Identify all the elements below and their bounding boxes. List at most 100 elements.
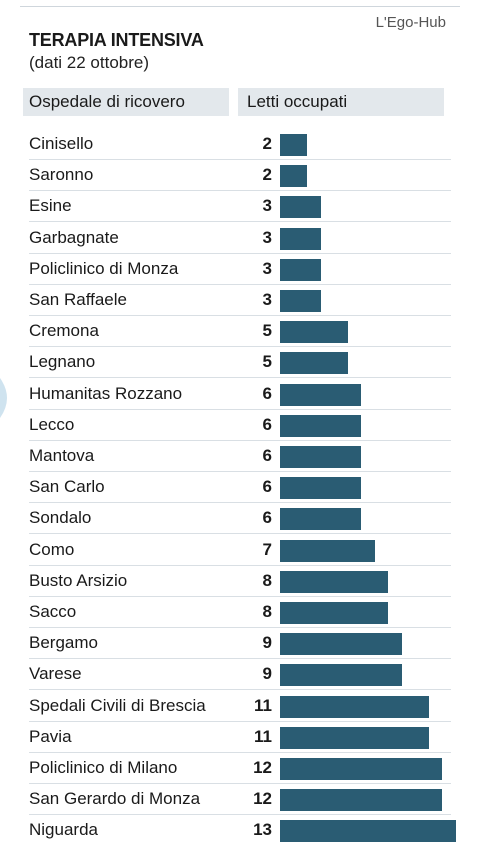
chart-row: Como 7 bbox=[0, 536, 480, 567]
category-label: San Gerardo di Monza bbox=[29, 789, 201, 809]
category-label: Busto Arsizio bbox=[29, 570, 128, 590]
chart-row: San Gerardo di Monza 12 bbox=[0, 785, 480, 816]
source-credit: L'Ego-Hub bbox=[375, 14, 446, 31]
bar bbox=[280, 789, 442, 812]
chart-row: Cremona 5 bbox=[0, 317, 480, 348]
decorative-edge-mark bbox=[0, 378, 7, 418]
category-label: San Carlo bbox=[29, 477, 105, 497]
value-label: 5 bbox=[262, 352, 272, 372]
row-divider bbox=[29, 783, 451, 784]
bar bbox=[280, 758, 442, 780]
category-label: Esine bbox=[29, 196, 72, 216]
category-label: Policlinico di Monza bbox=[29, 258, 179, 278]
category-label: Saronno bbox=[29, 165, 94, 185]
category-label: Legnano bbox=[29, 352, 96, 372]
column-header-hospital: Ospedale di ricovero bbox=[23, 88, 229, 116]
bar bbox=[280, 570, 388, 593]
category-label: Mantova bbox=[29, 446, 95, 465]
row-divider bbox=[29, 751, 451, 753]
chart-title: TERAPIA INTENSIVA bbox=[29, 30, 204, 50]
category-label: Sondalo bbox=[29, 508, 92, 528]
category-label: Varese bbox=[29, 664, 82, 684]
row-divider bbox=[29, 315, 451, 316]
row-divider bbox=[29, 221, 451, 223]
chart-row: Niguarda 13 bbox=[0, 816, 480, 847]
bar bbox=[280, 383, 361, 406]
value-label: 12 bbox=[253, 758, 272, 777]
value-label: 5 bbox=[262, 321, 272, 341]
value-label: 3 bbox=[262, 227, 272, 247]
bar bbox=[280, 477, 361, 500]
category-label: Como bbox=[29, 539, 75, 559]
chart-subtitle: (dati 22 ottobre) bbox=[29, 53, 150, 72]
value-label: 6 bbox=[262, 477, 272, 497]
bar bbox=[280, 446, 361, 468]
value-label: 3 bbox=[262, 258, 272, 278]
row-divider bbox=[29, 346, 451, 348]
bar bbox=[280, 352, 348, 375]
chart-row: Policlinico di Milano 12 bbox=[0, 754, 480, 785]
value-label: 6 bbox=[262, 508, 272, 528]
bar bbox=[280, 321, 348, 344]
value-label: 9 bbox=[262, 633, 272, 653]
bar bbox=[280, 539, 375, 562]
value-label: 11 bbox=[254, 726, 272, 746]
category-label: Bergamo bbox=[29, 633, 98, 653]
category-label: Garbagnate bbox=[29, 227, 119, 247]
bar bbox=[280, 196, 321, 219]
chart-row: Varese 9 bbox=[0, 660, 480, 691]
row-divider bbox=[29, 377, 451, 379]
bar bbox=[280, 602, 388, 624]
category-label: Pavia bbox=[29, 726, 72, 746]
row-divider bbox=[29, 252, 451, 254]
chart-row: San Raffaele 3 bbox=[0, 286, 480, 317]
chart-row: Humanitas Rozzano 6 bbox=[0, 380, 480, 411]
chart-row: Policlinico di Monza 3 bbox=[0, 255, 480, 286]
bar bbox=[280, 227, 321, 250]
bar bbox=[280, 508, 361, 531]
category-label: Cremona bbox=[29, 321, 99, 341]
category-label: San Raffaele bbox=[29, 290, 127, 309]
bar bbox=[280, 633, 402, 656]
row-divider bbox=[29, 471, 451, 472]
category-label: Niguarda bbox=[29, 820, 98, 840]
category-label: Lecco bbox=[29, 414, 75, 434]
value-label: 12 bbox=[253, 789, 272, 809]
bar bbox=[280, 414, 361, 437]
chart-row: Bergamo 9 bbox=[0, 629, 480, 660]
row-divider bbox=[29, 658, 451, 660]
value-label: 6 bbox=[262, 383, 272, 403]
chart-row: San Carlo 6 bbox=[0, 473, 480, 504]
row-divider bbox=[29, 814, 451, 816]
bar bbox=[280, 664, 402, 687]
row-divider bbox=[29, 283, 451, 285]
top-rule bbox=[20, 6, 460, 7]
category-label: Sacco bbox=[29, 602, 77, 621]
chart-row: Pavia 11 bbox=[0, 723, 480, 754]
row-divider bbox=[29, 439, 451, 441]
column-header-beds: Letti occupati bbox=[238, 88, 444, 116]
category-label: Policlinico di Milano bbox=[29, 758, 178, 777]
chart-row: Mantova 6 bbox=[0, 442, 480, 473]
chart-row: Esine 3 bbox=[0, 192, 480, 223]
value-label: 9 bbox=[262, 664, 272, 684]
bar bbox=[280, 290, 321, 312]
value-label: 2 bbox=[262, 134, 272, 153]
chart-row: Cinisello 2 bbox=[0, 130, 480, 161]
row-divider bbox=[29, 564, 451, 566]
row-divider bbox=[29, 689, 451, 691]
chart-row: Sacco 8 bbox=[0, 598, 480, 629]
category-label: Humanitas Rozzano bbox=[29, 383, 183, 403]
category-label: Cinisello bbox=[29, 134, 94, 153]
value-label: 3 bbox=[262, 290, 272, 309]
row-divider bbox=[29, 159, 451, 160]
value-label: 7 bbox=[262, 539, 272, 559]
chart-row: Sondalo 6 bbox=[0, 504, 480, 535]
chart-row: Busto Arsizio 8 bbox=[0, 567, 480, 598]
value-label: 2 bbox=[262, 165, 272, 185]
row-divider bbox=[29, 502, 451, 504]
value-label: 11 bbox=[254, 695, 272, 715]
bar bbox=[280, 134, 307, 156]
value-label: 6 bbox=[262, 414, 272, 434]
chart-row: Lecco 6 bbox=[0, 411, 480, 442]
